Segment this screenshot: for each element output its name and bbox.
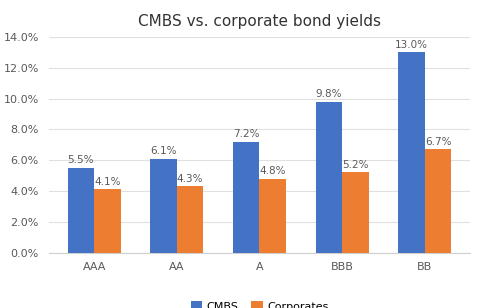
Bar <box>68 168 94 253</box>
Bar <box>150 159 177 253</box>
Bar <box>315 102 341 253</box>
Text: 4.3%: 4.3% <box>176 174 203 184</box>
Text: 6.1%: 6.1% <box>150 146 177 156</box>
Text: 4.1%: 4.1% <box>94 177 121 187</box>
Text: 7.2%: 7.2% <box>232 129 259 139</box>
Legend: CMBS, Corporates: CMBS, Corporates <box>186 297 332 308</box>
Bar <box>259 179 286 253</box>
Text: 5.2%: 5.2% <box>341 160 368 170</box>
Text: 13.0%: 13.0% <box>394 40 427 50</box>
Bar <box>397 52 424 253</box>
Text: 5.5%: 5.5% <box>67 155 94 165</box>
Text: 6.7%: 6.7% <box>424 137 451 147</box>
Bar <box>177 186 203 253</box>
Bar <box>94 189 121 253</box>
Bar <box>232 142 259 253</box>
Text: 9.8%: 9.8% <box>315 89 342 99</box>
Title: CMBS vs. corporate bond yields: CMBS vs. corporate bond yields <box>137 14 380 29</box>
Text: 4.8%: 4.8% <box>259 166 286 176</box>
Bar <box>341 172 368 253</box>
Bar <box>424 149 450 253</box>
